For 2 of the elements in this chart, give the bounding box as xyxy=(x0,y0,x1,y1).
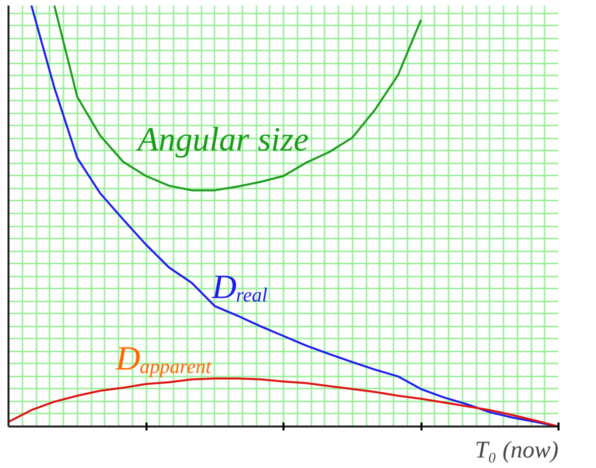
x-axis-title: T₀ (now) xyxy=(474,438,559,464)
series-label: Angular size xyxy=(136,122,309,159)
